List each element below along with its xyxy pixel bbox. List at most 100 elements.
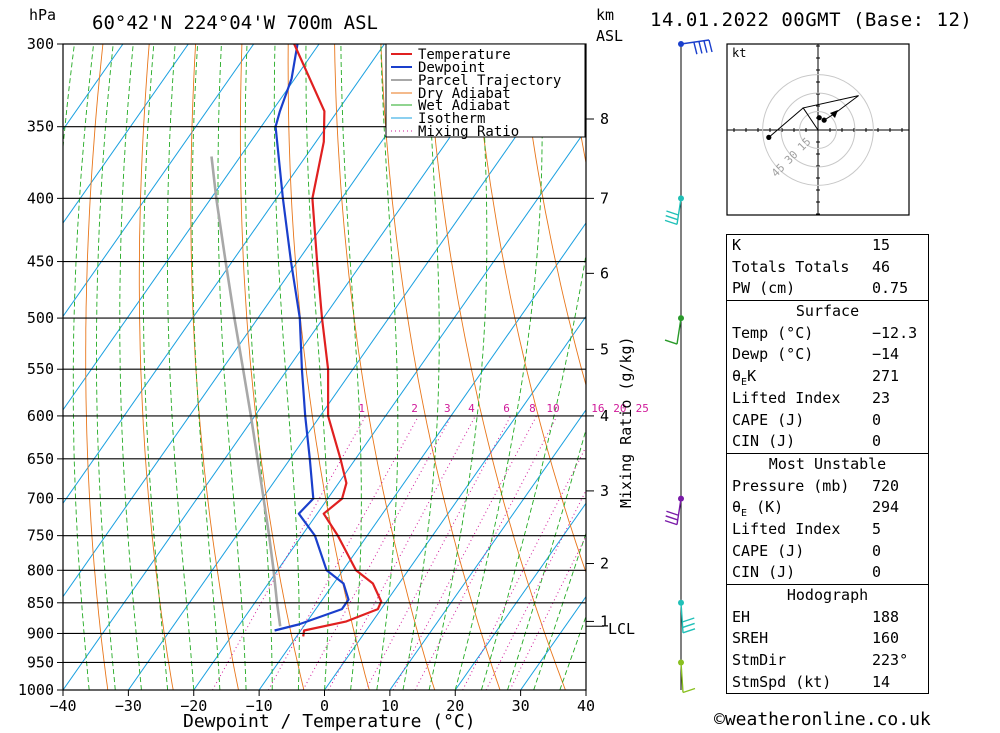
wind-barb-feather: [665, 515, 678, 521]
height-tick-label: 8: [600, 110, 609, 128]
stmspd-value: 14: [872, 672, 891, 691]
totals-totals-label: Totals Totals: [732, 257, 850, 276]
hodograph-point: [821, 117, 827, 123]
wet-adiabat-line: [454, 44, 543, 690]
wind-barb: [664, 498, 682, 526]
stmdir-label: StmDir: [732, 651, 787, 670]
pressure-tick-label: 350: [27, 118, 54, 136]
isotherm-line: [63, 44, 255, 318]
mu-theta-value: 294: [872, 498, 900, 517]
mu-cape-label: CAPE (J): [732, 541, 805, 560]
wet-adiabat-line: [96, 44, 116, 690]
pressure-tick-label: 550: [27, 360, 54, 378]
mu-theta-symbol: θE: [732, 498, 748, 520]
surface-li-row: Lifted Index 23: [727, 388, 928, 410]
height-tick-label: 3: [600, 482, 609, 500]
wind-barb: [664, 317, 682, 345]
mu-cape-value: 0: [872, 541, 882, 560]
pressure-tick-label: 300: [27, 35, 54, 53]
height-tick-label: 6: [600, 264, 609, 282]
hodograph-ring: [762, 74, 874, 186]
mu-pressure-label: Pressure (mb): [732, 476, 850, 495]
dry-adiabat-line: [519, 44, 586, 387]
dry-adiabat-line: [190, 44, 239, 690]
temperature-tick-label: −30: [115, 697, 142, 715]
wind-barb-feather: [693, 41, 698, 55]
surface-li-value: 23: [872, 388, 891, 407]
surface-cin-value: 0: [872, 432, 882, 451]
temperature-tick-label: −10: [246, 697, 273, 715]
wind-barb-shaft: [680, 602, 684, 633]
height-tick-label: 7: [600, 189, 609, 207]
temperature-tick-label: 10: [381, 697, 399, 715]
wind-barb-feather: [664, 219, 678, 226]
mu-cin-row: CIN (J) 0: [727, 562, 928, 584]
pressure-tick-label: 500: [27, 309, 54, 327]
height-tick-label: 4: [600, 407, 609, 425]
pressure-tick-label: 400: [27, 189, 54, 207]
dry-adiabat-line: [937, 44, 1000, 690]
dry-adiabat-line: [380, 44, 501, 690]
wind-barb-feather: [708, 39, 713, 53]
legend: Temperature Dewpoint Parcel Trajectory D…: [385, 43, 586, 140]
dry-adiabat-line: [983, 44, 1000, 690]
wind-barb-feather: [666, 510, 679, 516]
mu-pressure-value: 720: [872, 476, 900, 495]
mu-li-label: Lifted Index: [732, 519, 841, 538]
hodograph-point: [766, 134, 772, 140]
k-index-value: 15: [872, 236, 891, 254]
mixing-ratio-label: 25: [636, 402, 649, 415]
mu-pressure-row: Pressure (mb) 720: [727, 476, 928, 498]
wind-barb-feather: [682, 617, 695, 623]
surface-theta-label: K: [747, 367, 757, 386]
mu-li-row: Lifted Index 5: [727, 519, 928, 541]
surface-dewp-row: Dewp (°C) −14: [727, 344, 928, 366]
mixing-ratio-line: [212, 415, 367, 690]
parcel-trajectory-line: [210, 156, 282, 627]
mixing-ratio-label: 2: [411, 402, 418, 415]
temperature-tick-label: 20: [446, 697, 464, 715]
surface-temp-row: Temp (°C) −12.3: [727, 323, 928, 345]
sreh-label: SREH: [732, 629, 769, 648]
surface-theta-row: θEK 271: [727, 366, 928, 388]
isotherm-line: [63, 44, 516, 690]
height-axis: 1 2 3 4 5 6 7 8: [586, 110, 609, 630]
mu-cin-label: CIN (J): [732, 563, 796, 582]
wet-adiabat-line: [166, 44, 195, 690]
profile-lines: [210, 44, 383, 637]
mixing-ratio-line: [328, 415, 476, 690]
isotherm-line: [324, 315, 586, 690]
pressure-tick-label: 850: [27, 594, 54, 612]
surface-dewp-value: −14: [872, 345, 900, 364]
pressure-tick-label: 900: [27, 624, 54, 642]
credit-link[interactable]: ©weatheronline.co.uk: [714, 709, 931, 730]
dry-adiabat-line: [473, 44, 586, 574]
eh-value: 188: [872, 607, 900, 626]
dry-adiabat-line: [0, 44, 10, 690]
legend-dry-adiabat: Dry Adiabat: [418, 86, 511, 102]
mixing-ratio-line: [414, 415, 558, 690]
pressure-tick-label: 700: [27, 490, 54, 508]
wind-barb-shaft: [676, 198, 682, 225]
x-axis-title: Dewpoint / Temperature (°C): [183, 711, 476, 732]
hodograph-storm-vector: [768, 107, 804, 138]
height-tick-label: 5: [600, 340, 609, 358]
surface-temp-label: Temp (°C): [732, 323, 814, 342]
dry-adiabat-line: [239, 44, 305, 690]
surface-cin-label: CIN (J): [732, 432, 796, 451]
wet-adiabat-line: [217, 44, 247, 690]
isotherm-line: [63, 44, 385, 505]
surface-li-label: Lifted Index: [732, 388, 841, 407]
hodograph-ring: [780, 92, 856, 168]
isotherm-line: [454, 502, 586, 690]
mu-cape-row: CAPE (J) 0: [727, 541, 928, 563]
isotherm-line: [127, 44, 581, 690]
wind-barb-shaft: [676, 317, 682, 345]
stmspd-label: StmSpd (kt): [732, 672, 832, 691]
temperature-profile-line: [293, 44, 383, 637]
wind-barb-shaft: [680, 662, 684, 693]
surface-title: Surface: [727, 300, 928, 323]
hodograph-point: [816, 115, 822, 121]
wet-adiabat-line: [191, 44, 221, 690]
